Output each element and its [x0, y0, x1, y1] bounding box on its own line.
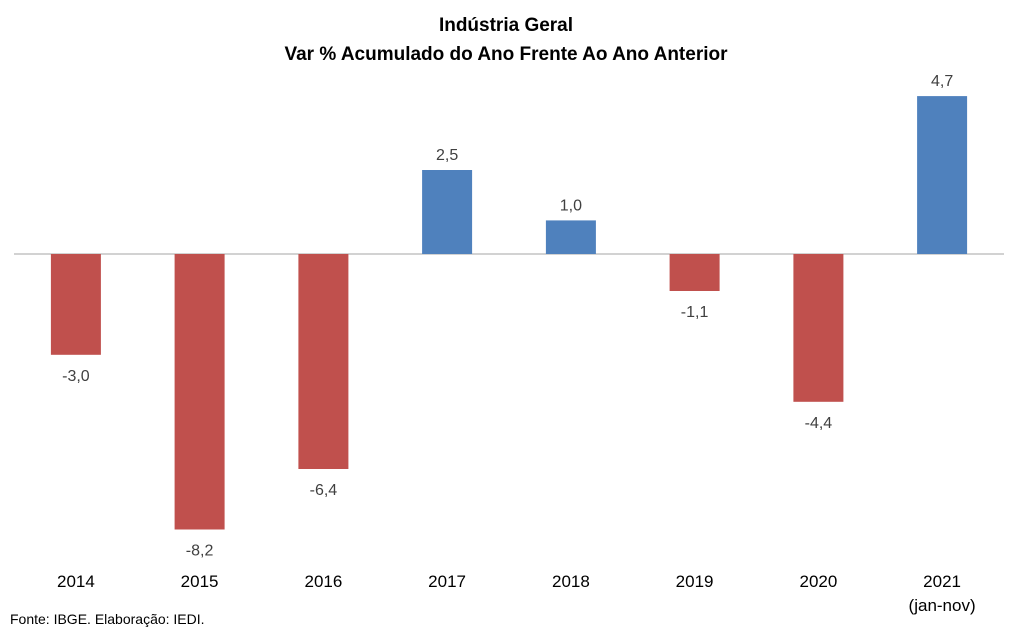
- bar-2015: [174, 254, 225, 530]
- data-label-2021: 4,7: [931, 73, 953, 90]
- bar-2018: [545, 220, 596, 254]
- bar-2019: [669, 254, 720, 291]
- bar-2021: [917, 96, 968, 254]
- bar-2016: [298, 254, 349, 469]
- data-label-2018: 1,0: [560, 197, 582, 214]
- source-note: Fonte: IBGE. Elaboração: IEDI.: [10, 611, 205, 627]
- data-label-2014: -3,0: [62, 368, 90, 385]
- x-tick-label-2018: 2018: [552, 572, 590, 591]
- data-label-2019: -1,1: [681, 304, 709, 321]
- x-tick-sublabel-2021: (jan-nov): [909, 596, 976, 615]
- x-tick-label-2015: 2015: [181, 572, 219, 591]
- data-label-2016: -6,4: [310, 482, 338, 499]
- data-label-2020: -4,4: [805, 415, 833, 432]
- chart-title: Indústria Geral: [438, 15, 574, 36]
- chart-subtitle: Var % Acumulado do Ano Frente Ao Ano Ant…: [284, 44, 728, 65]
- x-tick-label-2016: 2016: [304, 572, 342, 591]
- x-tick-label-2021: 2021: [923, 572, 961, 591]
- x-tick-label-2014: 2014: [57, 572, 95, 591]
- bar-2017: [422, 170, 473, 254]
- data-label-2015: -8,2: [186, 543, 214, 560]
- x-tick-label-2017: 2017: [428, 572, 466, 591]
- data-label-2017: 2,5: [436, 147, 458, 164]
- x-tick-label-2020: 2020: [799, 572, 837, 591]
- x-tick-label-2019: 2019: [676, 572, 714, 591]
- bar-2014: [50, 254, 101, 355]
- bar-2020: [793, 254, 844, 402]
